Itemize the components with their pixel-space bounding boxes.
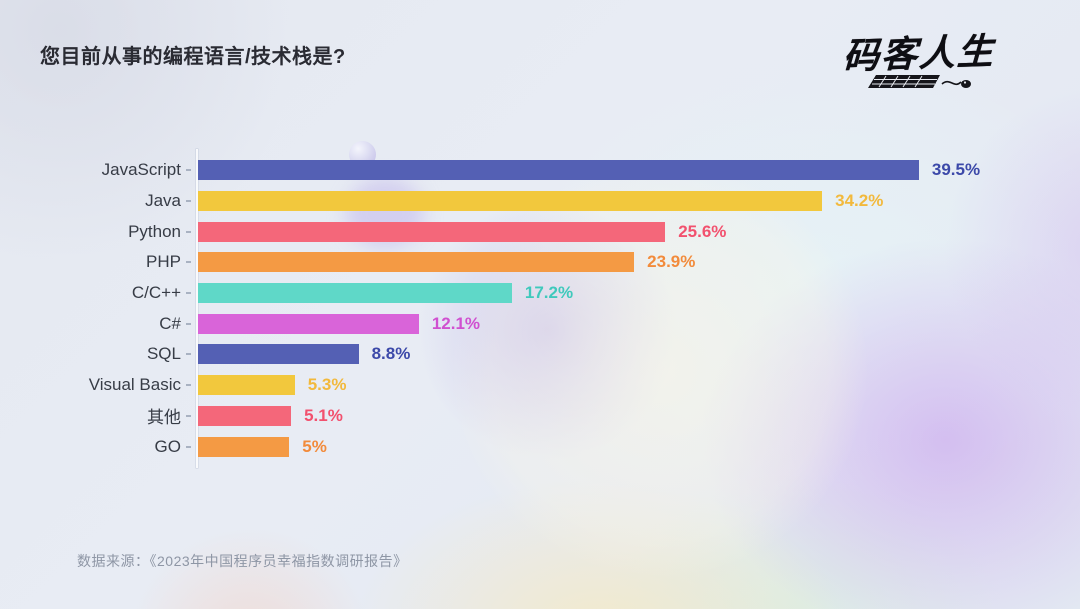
category-label: JavaScript	[101, 160, 181, 180]
bar	[198, 436, 290, 457]
bar-row: PHP 23.9%	[40, 247, 1050, 278]
bar-row: Visual Basic 5.3%	[40, 370, 1050, 401]
category-label: Visual Basic	[88, 375, 181, 395]
value-label: 12.1%	[431, 313, 481, 333]
bar-row: 其他 5.1%	[40, 401, 1050, 432]
bar	[198, 191, 823, 212]
axis-tick	[186, 353, 191, 356]
axis-tick	[186, 384, 191, 387]
axis-tick	[186, 414, 191, 417]
brand-logo: 码客人生	[838, 30, 1000, 91]
keyboard-mouse-icon	[868, 75, 971, 88]
data-source-note: 数据来源：《2023年中国程序员幸福指数调研报告》	[77, 553, 408, 569]
value-label: 25.6%	[678, 221, 727, 241]
category-label: Python	[128, 221, 181, 241]
axis-tick	[186, 322, 191, 325]
y-axis-line	[196, 149, 198, 468]
category-label: C/C++	[131, 283, 181, 303]
bar	[198, 313, 419, 334]
category-label: SQL	[146, 344, 181, 364]
axis-tick	[186, 445, 191, 448]
bar-row: Java 34.2%	[40, 186, 1050, 217]
value-label: 23.9%	[647, 252, 696, 272]
bar	[198, 375, 295, 396]
bar	[198, 221, 666, 242]
value-label: 5%	[302, 436, 327, 456]
axis-tick	[186, 169, 191, 172]
category-label: Java	[145, 191, 181, 211]
chart-title: 您目前从事的编程语言/技术栈是?	[40, 46, 346, 68]
bar	[198, 160, 919, 181]
category-label: C#	[159, 313, 181, 333]
value-label: 34.2%	[835, 191, 884, 211]
axis-tick	[186, 200, 191, 203]
value-label: 17.2%	[524, 283, 574, 303]
category-label: 其他	[147, 408, 181, 428]
bar-row: Python 25.6%	[40, 216, 1050, 247]
bar-row: JavaScript 39.5%	[40, 155, 1050, 186]
value-label: 39.5%	[931, 160, 981, 180]
axis-tick	[186, 292, 191, 295]
bar-row: GO 5%	[40, 431, 1050, 462]
category-label: GO	[154, 436, 181, 456]
value-label: 5.3%	[307, 375, 347, 395]
bar-row: SQL 8.8%	[40, 339, 1050, 370]
value-label: 8.8%	[371, 344, 411, 364]
bar	[198, 405, 292, 426]
category-label: PHP	[146, 252, 181, 272]
bar	[198, 344, 359, 365]
bar	[198, 252, 635, 273]
axis-tick	[186, 230, 191, 233]
value-label: 5.1%	[304, 405, 343, 425]
brand-logo-text: 码客人生	[842, 30, 996, 78]
bar	[198, 283, 512, 304]
bar-chart: JavaScript 39.5% Java 34.2% Python 25.6% PHP 23…	[40, 149, 1050, 468]
axis-tick	[186, 261, 191, 264]
bar-row: C# 12.1%	[40, 308, 1050, 339]
bar-row: C/C++ 17.2%	[40, 278, 1050, 309]
